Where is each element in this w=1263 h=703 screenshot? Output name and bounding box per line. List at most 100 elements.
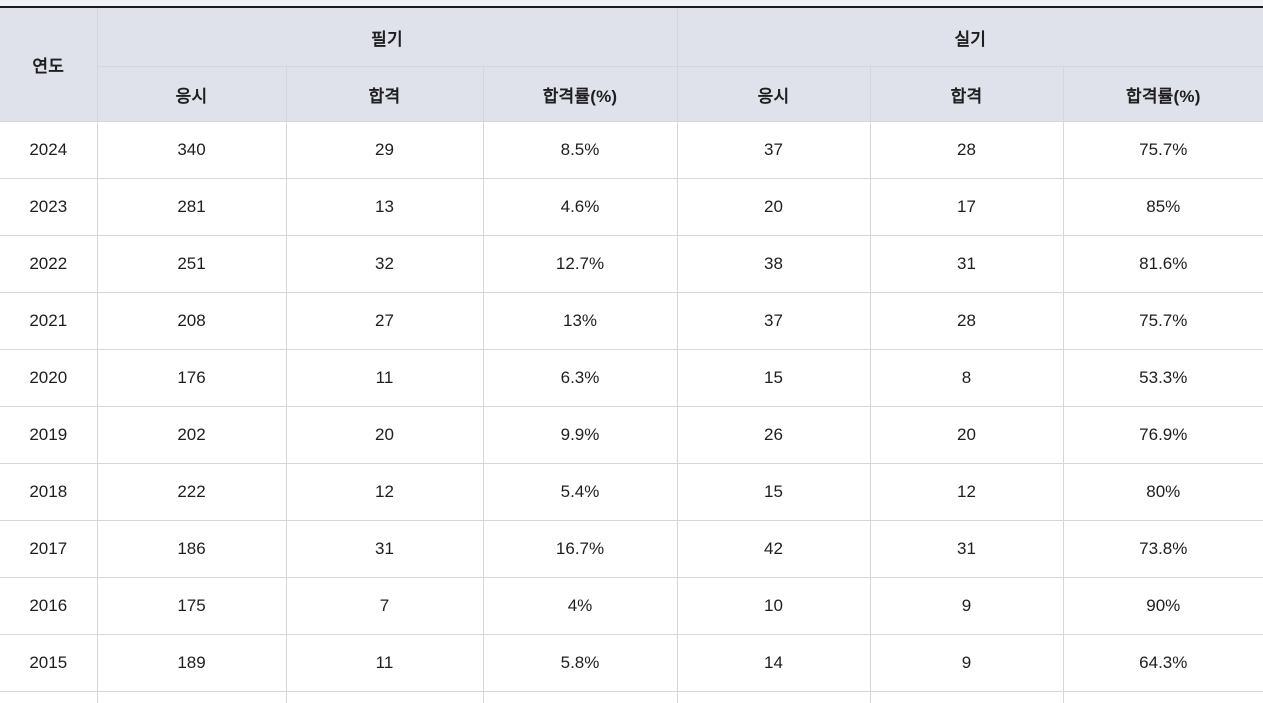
cell-written-applicants: 202 bbox=[96, 406, 287, 464]
cell-year: 2018 bbox=[0, 463, 98, 521]
cell-written-applicants: 176 bbox=[96, 349, 287, 407]
cell-practical-pass-rate bbox=[1062, 691, 1263, 703]
cell-written-applicants bbox=[96, 691, 287, 703]
cell-practical-applicants bbox=[676, 691, 871, 703]
cell-practical-passed: 20 bbox=[869, 406, 1064, 464]
header-practical-passed: 합격 bbox=[869, 66, 1064, 122]
table-body: 2024 340 29 8.5% 37 28 75.7% 2023 281 13… bbox=[0, 121, 1263, 703]
cell-written-passed: 32 bbox=[285, 235, 484, 293]
table-row: 2024 340 29 8.5% 37 28 75.7% bbox=[0, 121, 1263, 179]
table-row: 2016 175 7 4% 10 9 90% bbox=[0, 577, 1263, 635]
cell-practical-passed bbox=[869, 691, 1064, 703]
cell-practical-pass-rate: 75.7% bbox=[1062, 121, 1263, 179]
cell-practical-applicants: 15 bbox=[676, 349, 871, 407]
header-written-applicants: 응시 bbox=[97, 66, 287, 122]
cell-written-pass-rate bbox=[482, 691, 678, 703]
cell-written-pass-rate: 8.5% bbox=[482, 121, 678, 179]
cell-practical-applicants: 37 bbox=[676, 121, 871, 179]
cell-written-passed: 29 bbox=[285, 121, 484, 179]
cell-year: 2020 bbox=[0, 349, 98, 407]
cell-practical-pass-rate: 53.3% bbox=[1062, 349, 1263, 407]
cell-practical-pass-rate: 64.3% bbox=[1062, 634, 1263, 692]
cell-written-pass-rate: 16.7% bbox=[482, 520, 678, 578]
cell-practical-passed: 31 bbox=[869, 520, 1064, 578]
table-row-partial bbox=[0, 691, 1263, 703]
cell-year: 2016 bbox=[0, 577, 98, 635]
header-written-passed: 합격 bbox=[285, 66, 484, 122]
cell-written-passed: 13 bbox=[285, 178, 484, 236]
cell-practical-applicants: 38 bbox=[676, 235, 871, 293]
cell-written-pass-rate: 9.9% bbox=[482, 406, 678, 464]
cell-practical-pass-rate: 81.6% bbox=[1062, 235, 1263, 293]
header-practical-pass-rate: 합격률(%) bbox=[1062, 66, 1263, 122]
cell-year: 2023 bbox=[0, 178, 98, 236]
cell-practical-passed: 31 bbox=[869, 235, 1064, 293]
cell-practical-applicants: 14 bbox=[676, 634, 871, 692]
cell-written-passed: 31 bbox=[285, 520, 484, 578]
cell-practical-applicants: 10 bbox=[676, 577, 871, 635]
cell-written-applicants: 251 bbox=[96, 235, 287, 293]
cell-year: 2017 bbox=[0, 520, 98, 578]
cell-practical-pass-rate: 76.9% bbox=[1062, 406, 1263, 464]
cell-practical-applicants: 37 bbox=[676, 292, 871, 350]
table-row: 2018 222 12 5.4% 15 12 80% bbox=[0, 463, 1263, 521]
cell-practical-passed: 9 bbox=[869, 634, 1064, 692]
table-header: 연도 필기 실기 응시 합격 합격률(%) 응시 합격 합격률(%) bbox=[0, 6, 1263, 122]
cell-year: 2019 bbox=[0, 406, 98, 464]
cell-year: 2015 bbox=[0, 634, 98, 692]
header-written-pass-rate: 합격률(%) bbox=[482, 66, 678, 122]
cell-written-applicants: 208 bbox=[96, 292, 287, 350]
header-practical-group: 실기 bbox=[676, 6, 1263, 67]
table-row: 2019 202 20 9.9% 26 20 76.9% bbox=[0, 406, 1263, 464]
cell-practical-pass-rate: 80% bbox=[1062, 463, 1263, 521]
cell-practical-applicants: 15 bbox=[676, 463, 871, 521]
cell-written-passed: 27 bbox=[285, 292, 484, 350]
cell-written-applicants: 189 bbox=[96, 634, 287, 692]
table-row: 2020 176 11 6.3% 15 8 53.3% bbox=[0, 349, 1263, 407]
cell-practical-applicants: 42 bbox=[676, 520, 871, 578]
cell-written-passed bbox=[285, 691, 484, 703]
cell-practical-passed: 28 bbox=[869, 121, 1064, 179]
header-sub-row: 응시 합격 합격률(%) 응시 합격 합격률(%) bbox=[0, 66, 1263, 122]
cell-written-applicants: 186 bbox=[96, 520, 287, 578]
table-row: 2021 208 27 13% 37 28 75.7% bbox=[0, 292, 1263, 350]
header-practical-applicants: 응시 bbox=[676, 66, 871, 122]
cell-written-passed: 11 bbox=[285, 634, 484, 692]
cell-year: 2024 bbox=[0, 121, 98, 179]
cell-written-pass-rate: 4.6% bbox=[482, 178, 678, 236]
header-written-group: 필기 bbox=[96, 6, 678, 67]
cell-written-applicants: 222 bbox=[96, 463, 287, 521]
cell-practical-passed: 12 bbox=[869, 463, 1064, 521]
cell-practical-applicants: 20 bbox=[676, 178, 871, 236]
cell-practical-passed: 17 bbox=[869, 178, 1064, 236]
cell-practical-pass-rate: 75.7% bbox=[1062, 292, 1263, 350]
cell-practical-pass-rate: 90% bbox=[1062, 577, 1263, 635]
cell-written-pass-rate: 5.4% bbox=[482, 463, 678, 521]
exam-stats-table: 연도 필기 실기 응시 합격 합격률(%) 응시 합격 합격률(%) 2024 … bbox=[0, 6, 1263, 703]
cell-written-applicants: 340 bbox=[96, 121, 287, 179]
cell-written-passed: 12 bbox=[285, 463, 484, 521]
table-row: 2022 251 32 12.7% 38 31 81.6% bbox=[0, 235, 1263, 293]
table-row: 2023 281 13 4.6% 20 17 85% bbox=[0, 178, 1263, 236]
cell-written-pass-rate: 5.8% bbox=[482, 634, 678, 692]
cell-written-pass-rate: 13% bbox=[482, 292, 678, 350]
cell-written-pass-rate: 12.7% bbox=[482, 235, 678, 293]
cell-written-pass-rate: 4% bbox=[482, 577, 678, 635]
cell-year bbox=[0, 691, 98, 703]
cell-written-pass-rate: 6.3% bbox=[482, 349, 678, 407]
header-year: 연도 bbox=[0, 6, 98, 122]
cell-practical-pass-rate: 85% bbox=[1062, 178, 1263, 236]
cell-year: 2021 bbox=[0, 292, 98, 350]
cell-practical-applicants: 26 bbox=[676, 406, 871, 464]
header-group-row: 연도 필기 실기 bbox=[0, 6, 1263, 122]
cell-written-applicants: 281 bbox=[96, 178, 287, 236]
cell-written-passed: 11 bbox=[285, 349, 484, 407]
cell-practical-pass-rate: 73.8% bbox=[1062, 520, 1263, 578]
cell-written-applicants: 175 bbox=[96, 577, 287, 635]
table-row: 2015 189 11 5.8% 14 9 64.3% bbox=[0, 634, 1263, 692]
cell-year: 2022 bbox=[0, 235, 98, 293]
cell-practical-passed: 8 bbox=[869, 349, 1064, 407]
cell-written-passed: 20 bbox=[285, 406, 484, 464]
table-row: 2017 186 31 16.7% 42 31 73.8% bbox=[0, 520, 1263, 578]
